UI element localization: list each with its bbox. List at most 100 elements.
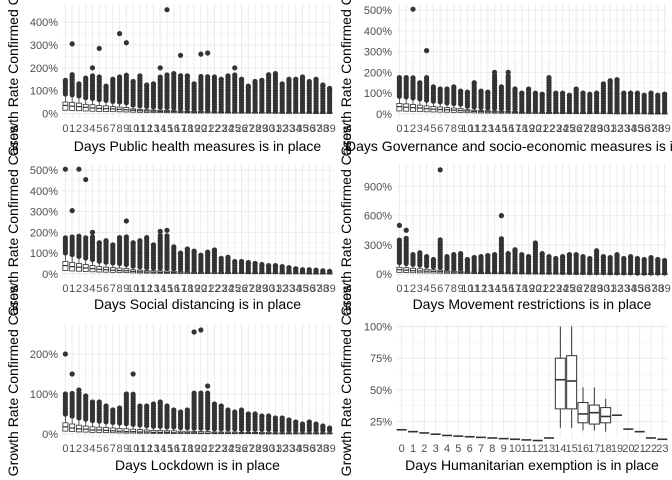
box xyxy=(498,84,505,114)
outlier-point xyxy=(211,247,218,253)
outlier-point xyxy=(232,72,238,78)
y-axis-label: Growth Rate Confirmed Cases xyxy=(5,286,21,477)
outlier-point xyxy=(553,255,559,262)
box xyxy=(231,258,238,275)
outlier-point xyxy=(96,399,102,405)
x-tick-label: 19 xyxy=(611,443,623,455)
outlier-point xyxy=(478,88,484,94)
panel-governance: 0%100%200%300%400%500%0 1 2 3 4 5 6 7 8 910111213… xyxy=(338,0,672,156)
box xyxy=(75,81,82,112)
x-tick-label: 15 xyxy=(161,283,173,295)
box xyxy=(231,409,238,435)
box xyxy=(258,413,265,435)
y-tick-label: 900% xyxy=(364,181,392,193)
x-tick-label: 22 xyxy=(543,123,555,135)
outlier-point xyxy=(198,390,204,396)
box xyxy=(600,81,607,115)
box xyxy=(292,419,299,435)
y-tick-label: 300% xyxy=(364,240,392,252)
y-axis-label: Growth Rate Confirmed Cases xyxy=(338,286,354,477)
box-body xyxy=(170,430,177,434)
x-tick-label: 13 xyxy=(482,123,494,135)
x-tick-label: 24 xyxy=(222,283,234,295)
outlier-point xyxy=(279,264,285,270)
box xyxy=(116,31,123,113)
outlier-point xyxy=(430,256,436,263)
x-tick-label: 18 xyxy=(181,283,193,295)
outlier-point xyxy=(286,76,292,82)
x-tick-label: 24 xyxy=(222,123,234,135)
box xyxy=(552,255,559,275)
x-tick-label: 23 xyxy=(550,123,562,135)
outlier-point xyxy=(259,413,265,419)
x-tick-label: 14 xyxy=(154,123,166,135)
y-tick-label: 200% xyxy=(364,67,392,79)
box xyxy=(654,256,661,276)
outlier-point xyxy=(519,252,525,258)
box xyxy=(150,242,157,274)
outlier-point xyxy=(655,256,661,263)
x-tick-label: 12 xyxy=(141,283,153,295)
outlier-point xyxy=(232,409,238,415)
box xyxy=(177,52,184,114)
x-tick-label: 10 xyxy=(461,123,473,135)
outlier-point xyxy=(137,73,143,79)
y-tick-label: 100% xyxy=(30,86,58,98)
box xyxy=(532,90,539,114)
x-tick-label: 32 xyxy=(276,283,288,295)
x-tick-label: 16 xyxy=(502,283,514,295)
y-axis-label: Growth Rate Confirmed Cases xyxy=(338,0,354,156)
outlier-point xyxy=(546,74,552,81)
box xyxy=(177,409,184,434)
y-tick-label: 0% xyxy=(376,269,392,281)
outlier-point xyxy=(313,421,319,427)
x-tick-label: 39 xyxy=(323,123,335,135)
x-tick-label: 2 xyxy=(421,443,427,455)
x-tick-label: 2 xyxy=(76,283,82,295)
outlier-point xyxy=(62,391,68,397)
x-tick-label: 11 xyxy=(521,443,532,455)
box xyxy=(552,90,559,114)
box xyxy=(306,78,313,114)
outlier-point xyxy=(532,240,539,246)
x-tick-label: 15 xyxy=(566,443,578,455)
outlier-point xyxy=(266,72,272,78)
x-tick-label: 9 xyxy=(123,123,129,135)
outlier-point xyxy=(171,244,177,250)
x-tick-label: 24 xyxy=(556,283,568,295)
outlier-point xyxy=(259,77,265,83)
outlier-point xyxy=(218,403,224,409)
x-tick-label: 35 xyxy=(296,283,308,295)
x-tick-label: 1 xyxy=(69,443,75,455)
box xyxy=(211,401,218,435)
outlier-point xyxy=(437,86,443,92)
x-tick-label: 5 xyxy=(96,443,102,455)
box xyxy=(437,167,444,274)
box xyxy=(231,65,238,114)
box xyxy=(648,254,654,276)
box xyxy=(177,250,184,274)
x-tick-label: 11 xyxy=(468,283,479,295)
outlier-point xyxy=(123,234,129,240)
box xyxy=(634,255,641,276)
outlier-point xyxy=(245,259,251,266)
x-tick-label: 10 xyxy=(461,283,473,295)
outlier-point xyxy=(498,84,504,90)
x-tick-label: 25 xyxy=(229,443,241,455)
x-tick-label: 21 xyxy=(202,123,214,135)
box xyxy=(464,256,471,274)
outlier-point xyxy=(164,403,170,409)
outlier-point xyxy=(437,237,443,243)
box xyxy=(150,401,157,434)
box xyxy=(225,73,231,114)
box xyxy=(505,69,512,114)
box xyxy=(641,92,648,115)
box xyxy=(197,327,204,435)
box xyxy=(559,253,566,275)
x-tick-label: 19 xyxy=(188,283,200,295)
outlier-point xyxy=(130,391,136,397)
box xyxy=(546,253,552,275)
outlier-point xyxy=(464,89,470,95)
x-axis-label: Days Movement restrictions is in place xyxy=(413,296,652,312)
box xyxy=(607,254,614,276)
